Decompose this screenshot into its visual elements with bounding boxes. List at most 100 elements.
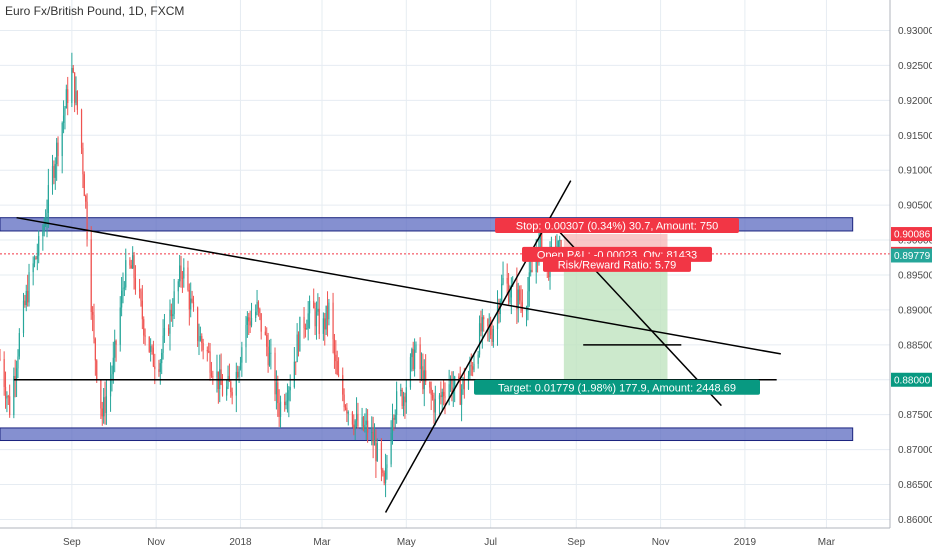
candle-body xyxy=(47,185,49,213)
candle-body xyxy=(161,352,163,364)
candle-body xyxy=(451,379,453,395)
candle-body xyxy=(288,390,290,401)
candle-body xyxy=(384,467,387,484)
candle-body xyxy=(53,166,55,178)
candle-body xyxy=(351,412,354,425)
price-badge: 0.88000 xyxy=(894,375,931,386)
candle-body xyxy=(208,351,210,353)
candle-body xyxy=(344,407,347,409)
candle-body xyxy=(201,336,203,344)
price-badge: 0.89779 xyxy=(894,251,931,262)
price-badge-box xyxy=(891,227,932,242)
candle-body xyxy=(308,300,311,314)
candle-body xyxy=(394,414,396,420)
y-tick-label: 0.88500 xyxy=(898,340,932,351)
candle-body xyxy=(158,369,160,372)
candle-body xyxy=(105,396,108,414)
rising-line xyxy=(384,180,572,513)
candle-body xyxy=(216,371,218,378)
candle-body xyxy=(71,67,73,104)
candle-body xyxy=(365,420,367,425)
candle-body xyxy=(25,290,27,306)
candle-body xyxy=(528,272,530,292)
candle-body xyxy=(245,324,247,348)
candle-body xyxy=(467,375,470,390)
y-tick-label: 0.92500 xyxy=(898,61,932,72)
candle-body xyxy=(82,147,84,175)
candle-body xyxy=(409,357,412,388)
x-tick-label: May xyxy=(397,537,416,548)
y-tick-label: 0.87500 xyxy=(898,410,932,421)
candle-body xyxy=(430,387,432,395)
candle-body xyxy=(4,386,7,399)
candle-body xyxy=(477,354,479,364)
candle-body xyxy=(519,289,521,301)
candle-body xyxy=(367,420,369,433)
candle-body xyxy=(289,387,291,391)
candle-body xyxy=(487,319,489,326)
x-tick-label: Sep xyxy=(567,537,585,548)
candle-body xyxy=(188,290,190,310)
candle-body xyxy=(93,314,95,339)
price-badge-box xyxy=(891,372,932,387)
candle-body xyxy=(469,365,471,376)
candle-body xyxy=(268,353,271,366)
candle-body xyxy=(315,311,318,327)
candle-body xyxy=(80,109,83,148)
candle-body xyxy=(380,443,383,470)
candle-body xyxy=(103,397,105,417)
y-tick-label: 0.89500 xyxy=(898,270,932,281)
candle-body xyxy=(521,302,523,312)
candle-body xyxy=(383,472,385,484)
candle-body xyxy=(181,277,184,279)
candle-body xyxy=(54,164,56,178)
y-tick-label: 0.89000 xyxy=(898,305,932,316)
candle-body xyxy=(324,318,326,330)
candle-body xyxy=(13,376,15,416)
candle-body xyxy=(125,260,127,288)
candle-body xyxy=(355,413,358,421)
candle-body xyxy=(173,291,175,315)
candle-body xyxy=(364,424,366,430)
candle-body xyxy=(286,400,289,402)
candle-body xyxy=(336,361,338,375)
candle-body xyxy=(506,277,508,284)
candle-body xyxy=(438,395,441,400)
candle-body xyxy=(74,72,76,103)
candle-body xyxy=(130,265,132,269)
candle-body xyxy=(246,317,248,325)
candle-body xyxy=(144,335,146,337)
candle-body xyxy=(391,417,394,433)
candle-body xyxy=(18,333,20,357)
candle-body xyxy=(361,417,363,426)
candle-body xyxy=(180,265,182,278)
candle-body xyxy=(535,255,537,273)
candle-body xyxy=(516,283,518,309)
candle-body xyxy=(9,396,11,416)
candle-body xyxy=(191,298,193,302)
candle-body xyxy=(3,359,5,387)
candle-body xyxy=(517,289,519,309)
candle-body xyxy=(502,277,504,284)
candle-body xyxy=(278,403,280,417)
candle-body xyxy=(220,369,222,385)
candle-body xyxy=(270,352,272,354)
candle-body xyxy=(177,281,179,292)
candle-body xyxy=(259,308,261,314)
risk-reward-label: Risk/Reward Ratio: 5.79 xyxy=(558,259,677,271)
x-tick-label: Mar xyxy=(313,537,331,548)
candle-body xyxy=(274,352,276,395)
risk-reward-label-box xyxy=(543,256,691,272)
candle-body xyxy=(159,363,161,372)
candle-body xyxy=(101,408,103,417)
candle-body xyxy=(122,287,124,291)
candle-body xyxy=(322,318,324,334)
candle-body xyxy=(202,343,204,351)
x-tick-label: Nov xyxy=(147,537,165,548)
candle-body xyxy=(230,381,232,393)
candle-body xyxy=(14,376,16,381)
candle-body xyxy=(449,379,452,385)
candle-body xyxy=(304,328,307,330)
candle-body xyxy=(347,412,349,414)
x-tick-label: 2019 xyxy=(734,537,757,548)
